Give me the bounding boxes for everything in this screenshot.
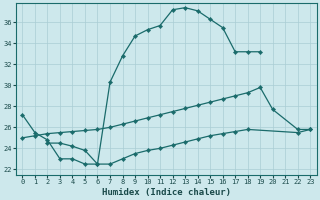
X-axis label: Humidex (Indice chaleur): Humidex (Indice chaleur) — [102, 188, 231, 197]
